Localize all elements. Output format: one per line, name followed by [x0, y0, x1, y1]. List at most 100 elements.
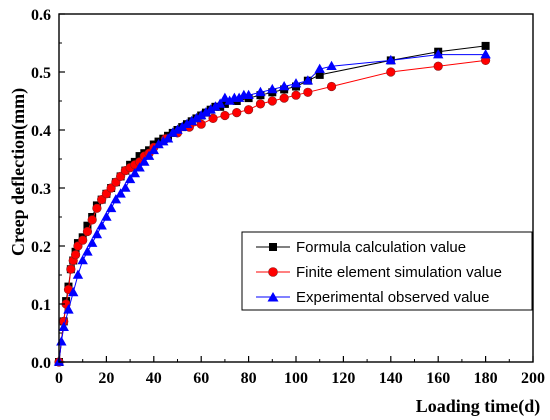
circle-marker — [87, 215, 97, 225]
circle-marker — [255, 99, 266, 109]
x-tick-label: 120 — [331, 370, 355, 387]
triangle-marker — [186, 115, 197, 126]
circle-marker — [66, 264, 76, 274]
square-marker — [83, 221, 92, 230]
y-axis-title: Creep deflection(mm) — [8, 88, 29, 256]
x-tick-label: 200 — [521, 370, 545, 387]
triangle-marker — [82, 246, 93, 256]
triangle-marker — [290, 78, 302, 88]
triangle-marker — [124, 173, 136, 184]
circle-marker — [244, 105, 254, 115]
x-tick-label: 140 — [379, 370, 403, 387]
triangle-marker — [139, 156, 150, 166]
triangle-marker — [326, 60, 337, 70]
triangle-marker — [58, 321, 69, 331]
y-tick-label: 0.2 — [31, 239, 51, 256]
circle-marker — [82, 226, 93, 237]
x-tick-label: 40 — [146, 370, 162, 387]
triangle-marker — [91, 228, 103, 239]
series-3 — [53, 49, 491, 366]
triangle-marker — [120, 182, 131, 192]
y-tick-label: 0.1 — [31, 297, 51, 314]
triangle-marker — [205, 104, 216, 114]
triangle-marker — [129, 168, 141, 178]
x-tick-label: 100 — [284, 370, 308, 387]
triangle-marker — [314, 63, 325, 73]
triangle-marker — [172, 124, 183, 134]
triangle-marker — [214, 98, 226, 108]
triangle-marker — [153, 139, 164, 149]
triangle-marker — [302, 75, 314, 85]
y-tick-label: 0.5 — [31, 65, 51, 82]
triangle-marker — [255, 86, 266, 97]
triangle-marker — [167, 127, 178, 137]
square-marker — [315, 70, 324, 79]
legend-item-formula: Formula calculation value — [256, 239, 466, 256]
triangle-marker — [191, 112, 202, 123]
circle-marker — [78, 235, 88, 245]
square-marker — [135, 152, 144, 161]
triangle-marker — [72, 269, 84, 279]
x-tick-label: 0 — [55, 370, 63, 387]
triangle-marker — [433, 49, 444, 59]
triangle-marker — [210, 101, 221, 111]
triangle-marker — [267, 83, 278, 94]
triangle-marker — [480, 49, 491, 59]
y-tick-label: 0.3 — [31, 181, 51, 198]
circle-marker — [326, 81, 337, 92]
x-axis-title: Loading time(d) — [416, 396, 541, 417]
triangle-marker — [86, 237, 98, 247]
triangle-marker — [143, 150, 155, 160]
triangle-marker — [134, 162, 145, 172]
axes: 0 20 40 60 80 100 120 140 160 180 200 0.0 0.1 0.2 0.3 0… — [31, 7, 545, 387]
triangle-marker — [63, 304, 74, 314]
legend-item-finite: Finite element simulation value — [256, 264, 502, 281]
circle-marker — [70, 250, 81, 260]
legend: Formula calculation value Finite element… — [241, 231, 533, 311]
legend-triangle-marker — [267, 292, 279, 302]
series-2 — [54, 55, 491, 367]
circle-marker — [92, 203, 102, 213]
triangle-marker — [162, 133, 174, 143]
triangle-marker — [115, 188, 126, 198]
triangle-marker — [278, 81, 290, 91]
circle-marker — [433, 61, 443, 71]
triangle-marker — [77, 255, 88, 265]
x-tick-label: 60 — [193, 370, 209, 387]
triangle-marker — [233, 92, 245, 102]
triangle-marker — [101, 211, 112, 221]
circle-marker — [386, 67, 396, 77]
x-tick-label: 20 — [98, 370, 114, 387]
y-tick-label: 0.6 — [31, 7, 51, 24]
triangle-marker — [385, 54, 396, 65]
x-tick-label: 180 — [474, 370, 498, 387]
square-marker — [481, 41, 490, 50]
square-marker — [220, 99, 229, 108]
circle-marker — [267, 96, 277, 106]
triangle-marker — [148, 144, 159, 155]
triangle-marker — [243, 89, 254, 99]
circle-marker — [303, 87, 313, 97]
legend-label-experimental: Experimental observed value — [296, 289, 489, 306]
triangle-marker — [96, 220, 107, 230]
legend-item-experimental: Experimental observed value — [256, 289, 489, 306]
circle-marker — [279, 93, 289, 103]
legend-square-marker — [269, 243, 277, 251]
triangle-marker — [181, 118, 193, 128]
x-tick-label: 160 — [426, 370, 450, 387]
triangle-marker — [200, 107, 212, 117]
legend-label-formula: Formula calculation value — [296, 239, 466, 256]
triangle-marker — [196, 110, 207, 120]
triangle-marker — [68, 286, 79, 297]
triangle-marker — [105, 202, 117, 213]
triangle-marker — [110, 194, 122, 204]
y-tick-label: 0.4 — [31, 123, 51, 140]
circle-marker — [291, 90, 301, 100]
triangle-marker — [177, 121, 188, 131]
triangle-marker — [56, 336, 67, 346]
x-tick-label: 80 — [241, 370, 257, 387]
series-line — [58, 59, 486, 363]
circle-marker — [220, 110, 230, 121]
triangle-marker — [224, 95, 235, 105]
